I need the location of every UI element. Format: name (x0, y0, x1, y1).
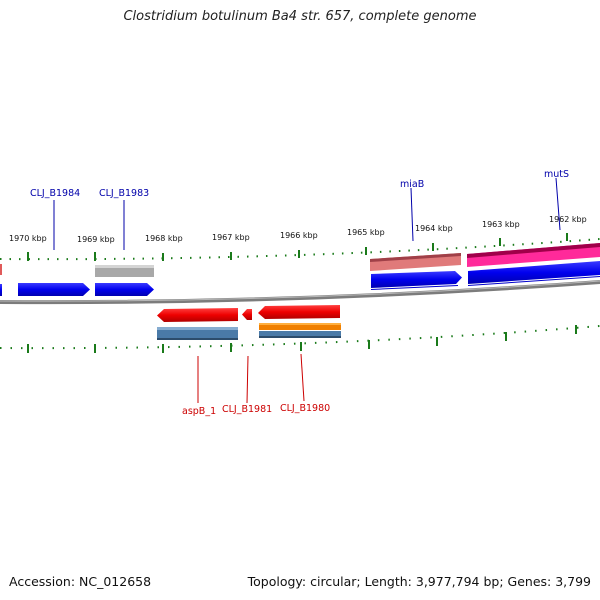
genome-summary-text: Topology: circular; Length: 3,977,794 bp… (247, 574, 591, 589)
clj-b1981-gene[interactable] (242, 309, 252, 320)
clj-b1984-gene[interactable] (18, 283, 90, 296)
forward-genes (0, 261, 600, 296)
aspb-1-gene[interactable] (157, 308, 238, 322)
accession-text: Accession: NC_012658 (9, 574, 152, 589)
kbp-label: 1970 kbp (9, 234, 47, 243)
kbp-label: 1969 kbp (77, 235, 115, 244)
clj-b1980-band-steel[interactable] (259, 331, 341, 338)
upper-kbp-ticks (0, 233, 600, 261)
gene-label-clj-b1983[interactable]: CLJ_B1983 (99, 188, 149, 199)
gene-label-muts[interactable]: mutS (544, 169, 569, 180)
gene-labels: CLJ_B1984 CLJ_B1983 miaB mutS aspB_1 CLJ… (30, 169, 569, 417)
kbp-label: 1964 kbp (415, 224, 453, 233)
kbp-labels: 1970 kbp 1969 kbp 1968 kbp 1967 kbp 1966… (9, 215, 587, 244)
genome-title: Clostridium botulinum Ba4 str. 657, comp… (123, 9, 477, 24)
lower-feature-bands (157, 323, 341, 340)
kbp-label: 1966 kbp (280, 231, 318, 240)
clj-b1980-gene[interactable] (258, 305, 340, 319)
gene-label-clj-b1981[interactable]: CLJ_B1981 (222, 404, 272, 415)
gene-label-clj-b1984[interactable]: CLJ_B1984 (30, 188, 80, 199)
kbp-label: 1965 kbp (347, 228, 385, 237)
kbp-label: 1968 kbp (145, 234, 183, 243)
gene-label-clj-b1980[interactable]: CLJ_B1980 (280, 403, 330, 414)
gene-label-aspb-1[interactable]: aspB_1 (182, 406, 216, 417)
clj-b1980-band-orange[interactable] (259, 323, 341, 330)
genome-backbone (0, 280, 600, 305)
gene-label-miab[interactable]: miaB (400, 179, 424, 190)
upper-feature-bands (0, 243, 600, 277)
aspb-1-band[interactable] (157, 327, 238, 340)
reverse-genes (157, 305, 340, 322)
muts-gene[interactable] (468, 261, 600, 284)
lower-kbp-ticks (0, 325, 600, 353)
miab-gene[interactable] (371, 271, 462, 288)
kbp-label: 1963 kbp (482, 220, 520, 229)
kbp-label: 1967 kbp (212, 233, 250, 242)
label-leaders (53, 177, 561, 404)
kbp-label: 1962 kbp (549, 215, 587, 224)
clj-b1983-gene[interactable] (95, 283, 154, 296)
